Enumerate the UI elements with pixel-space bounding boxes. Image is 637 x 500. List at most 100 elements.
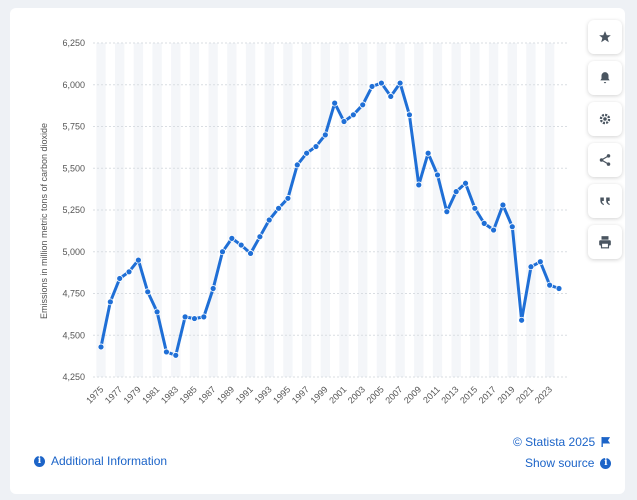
data-point[interactable] xyxy=(443,208,451,216)
data-point[interactable] xyxy=(125,268,133,276)
data-point[interactable] xyxy=(452,188,460,196)
print-button[interactable] xyxy=(588,225,622,259)
data-point[interactable] xyxy=(97,343,105,351)
data-point[interactable] xyxy=(508,223,516,231)
star-icon xyxy=(599,31,611,43)
share-button[interactable] xyxy=(588,143,622,177)
data-point[interactable] xyxy=(340,118,348,125)
show-source-link[interactable]: Show source i xyxy=(525,456,612,470)
data-point[interactable] xyxy=(256,233,264,241)
show-source-label: Show source xyxy=(525,456,595,470)
data-point[interactable] xyxy=(368,83,376,90)
data-point[interactable] xyxy=(228,234,236,242)
y-tick-label: 5,000 xyxy=(62,247,85,257)
data-point[interactable] xyxy=(499,201,507,209)
data-point[interactable] xyxy=(434,171,441,179)
x-tick-label: 1989 xyxy=(215,384,236,405)
column-band xyxy=(339,43,349,377)
data-point[interactable] xyxy=(209,285,217,292)
data-point[interactable] xyxy=(349,111,357,119)
data-point[interactable] xyxy=(406,111,413,119)
data-point[interactable] xyxy=(293,161,301,169)
data-point[interactable] xyxy=(462,179,469,187)
additional-information-link[interactable]: i Additional Information xyxy=(34,454,167,468)
column-band xyxy=(451,43,461,377)
x-tick-label: 1995 xyxy=(271,384,292,405)
data-point[interactable] xyxy=(490,226,497,234)
y-axis-label: Emissions in million metric tons of carb… xyxy=(39,123,49,319)
data-point[interactable] xyxy=(331,99,339,107)
data-point[interactable] xyxy=(312,143,320,150)
x-tick-label: 2009 xyxy=(402,384,423,405)
column-band xyxy=(115,43,125,377)
data-point[interactable] xyxy=(396,79,404,87)
data-point[interactable] xyxy=(424,149,432,157)
x-tick-label: 2007 xyxy=(383,384,404,405)
data-point[interactable] xyxy=(163,348,170,356)
x-tick-label: 2003 xyxy=(346,384,367,405)
data-point[interactable] xyxy=(321,131,329,139)
x-tick-label: 2001 xyxy=(327,384,348,405)
data-point[interactable] xyxy=(116,275,124,282)
data-point[interactable] xyxy=(536,258,544,266)
data-point[interactable] xyxy=(191,315,198,322)
cite-button[interactable] xyxy=(588,184,622,218)
x-tick-label: 1985 xyxy=(178,384,199,405)
data-point[interactable] xyxy=(415,181,423,189)
data-point[interactable] xyxy=(387,93,395,100)
data-point[interactable] xyxy=(237,241,245,249)
data-point[interactable] xyxy=(378,79,385,87)
data-point[interactable] xyxy=(247,250,254,257)
y-tick-label: 5,250 xyxy=(62,205,85,215)
data-point[interactable] xyxy=(303,149,311,157)
additional-information-label: Additional Information xyxy=(51,454,168,468)
y-tick-label: 4,750 xyxy=(62,289,85,299)
data-point[interactable] xyxy=(153,308,161,316)
x-tick-label: 1999 xyxy=(309,384,330,405)
data-point[interactable] xyxy=(219,248,226,256)
x-tick-label: 2011 xyxy=(421,384,442,405)
x-tick-label: 1983 xyxy=(159,384,180,405)
data-point[interactable] xyxy=(527,263,535,271)
column-band xyxy=(227,43,237,377)
x-tick-label: 1979 xyxy=(122,384,143,405)
data-point[interactable] xyxy=(265,216,273,224)
settings-button[interactable] xyxy=(588,102,622,136)
y-tick-label: 6,250 xyxy=(62,38,85,48)
y-tick-labels: 4,250 4,500 4,750 5,000 5,250 5,500 5,750 6,000… xyxy=(62,38,85,382)
flag-icon xyxy=(601,437,611,447)
info-icon: i xyxy=(34,455,45,467)
data-point[interactable] xyxy=(134,256,142,264)
x-tick-label: 2015 xyxy=(458,384,479,405)
x-tick-label: 2021 xyxy=(514,384,535,405)
data-point[interactable] xyxy=(546,281,554,289)
x-tick-label: 2013 xyxy=(439,384,460,405)
data-point[interactable] xyxy=(144,288,152,296)
x-tick-label: 1997 xyxy=(290,384,311,405)
data-point[interactable] xyxy=(106,298,114,306)
copyright-text: © Statista 2025 xyxy=(513,435,596,449)
grid-lines xyxy=(93,42,567,378)
print-icon xyxy=(599,236,611,249)
data-point[interactable] xyxy=(172,351,180,359)
quote-icon xyxy=(600,197,610,206)
data-point[interactable] xyxy=(480,219,488,227)
data-point[interactable] xyxy=(471,204,479,212)
data-point[interactable] xyxy=(359,101,367,109)
statista-copyright-link[interactable]: © Statista 2025 xyxy=(513,435,611,449)
data-point[interactable] xyxy=(555,285,563,292)
data-point[interactable] xyxy=(518,316,526,324)
x-tick-label: 1991 xyxy=(234,384,255,405)
y-tick-label: 5,500 xyxy=(62,163,85,173)
y-tick-label: 4,500 xyxy=(62,330,85,340)
line-chart: 4,250 4,500 4,750 5,000 5,250 5,500 5,750 6,000… xyxy=(39,38,567,406)
x-tick-label: 2017 xyxy=(477,384,498,405)
data-point[interactable] xyxy=(181,313,189,321)
x-tick-label: 2005 xyxy=(365,384,386,405)
favorite-button[interactable] xyxy=(588,20,622,54)
notification-button[interactable] xyxy=(588,61,622,95)
data-point[interactable] xyxy=(275,204,282,212)
data-point[interactable] xyxy=(200,313,208,321)
x-tick-label: 1981 xyxy=(140,384,161,405)
data-point[interactable] xyxy=(284,194,292,202)
